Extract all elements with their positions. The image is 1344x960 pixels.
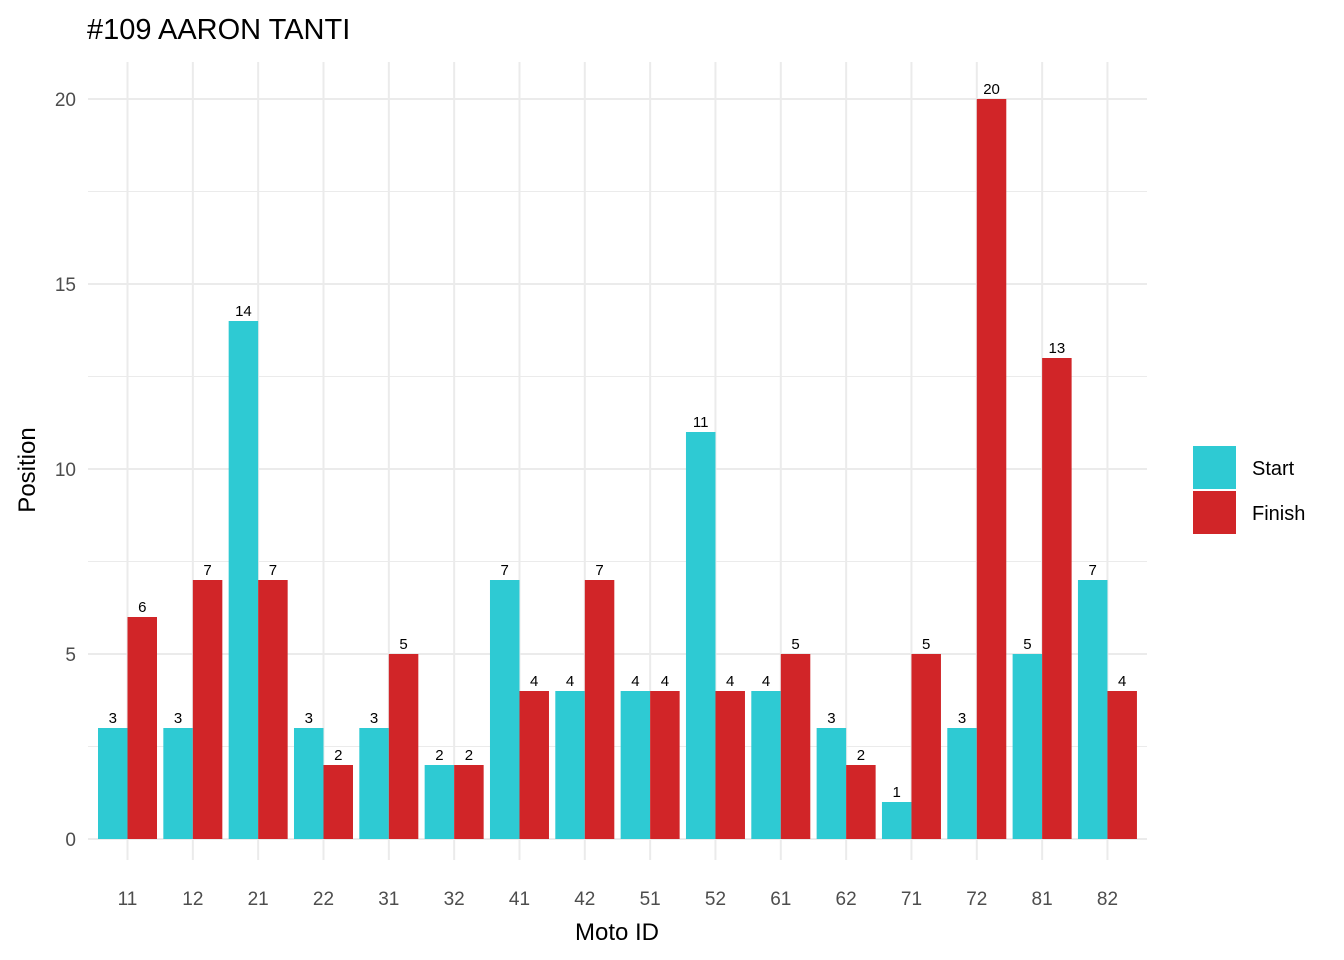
x-tick-label: 11 bbox=[118, 889, 138, 910]
y-tick-label: 10 bbox=[55, 460, 76, 481]
bar-start-61 bbox=[751, 691, 781, 839]
bar-finish-72 bbox=[976, 99, 1007, 839]
bar-finish-32 bbox=[454, 765, 484, 839]
bar-value-label: 4 bbox=[631, 673, 639, 690]
bar-value-label: 5 bbox=[922, 636, 930, 653]
bar-value-label: 5 bbox=[399, 636, 407, 653]
x-tick-label: 71 bbox=[901, 889, 922, 910]
x-tick-label: 31 bbox=[378, 889, 399, 910]
bar-start-82 bbox=[1077, 580, 1108, 839]
x-tick-label: 12 bbox=[182, 889, 203, 910]
legend-label-start: Start bbox=[1252, 458, 1295, 480]
x-tick-label: 61 bbox=[770, 889, 791, 910]
y-tick-label: 0 bbox=[65, 830, 76, 851]
bar-value-label: 14 bbox=[235, 303, 252, 320]
x-tick-label: 62 bbox=[836, 889, 857, 910]
x-tick-label: 41 bbox=[509, 889, 530, 910]
y-axis-title: Position bbox=[14, 427, 41, 512]
x-axis-ticks: 11 12 21 22 31 32 41 42 51 52 61 62 71 72 81 82 bbox=[118, 889, 1118, 910]
bar-finish-71 bbox=[911, 654, 941, 839]
bar-start-12 bbox=[163, 728, 193, 839]
bar-value-label: 3 bbox=[305, 710, 313, 727]
bar-start-52 bbox=[685, 432, 716, 839]
legend-swatch-start bbox=[1193, 446, 1236, 489]
bar-start-22 bbox=[293, 728, 324, 839]
bar-finish-21 bbox=[258, 580, 288, 839]
bar-value-label: 4 bbox=[530, 673, 538, 690]
bars bbox=[98, 99, 1137, 839]
bar-finish-51 bbox=[650, 691, 680, 839]
bar-finish-61 bbox=[780, 654, 811, 839]
bar-value-label: 4 bbox=[762, 673, 770, 690]
x-tick-label: 52 bbox=[705, 889, 726, 910]
bar-finish-31 bbox=[388, 654, 419, 839]
x-axis-title: Moto ID bbox=[575, 919, 659, 946]
bar-value-label: 20 bbox=[983, 81, 1000, 98]
bar-value-label: 2 bbox=[334, 747, 342, 764]
bar-start-11 bbox=[98, 728, 128, 839]
bar-value-label: 7 bbox=[203, 562, 211, 579]
bar-value-label: 4 bbox=[566, 673, 574, 690]
x-tick-label: 22 bbox=[313, 889, 334, 910]
bar-start-71 bbox=[881, 802, 912, 839]
bar-value-label: 4 bbox=[1118, 673, 1126, 690]
bar-value-label: 6 bbox=[138, 599, 146, 616]
bar-value-label: 3 bbox=[958, 710, 966, 727]
x-tick-label: 82 bbox=[1097, 889, 1118, 910]
bar-start-81 bbox=[1012, 654, 1043, 839]
x-tick-label: 42 bbox=[574, 889, 595, 910]
bar-finish-82 bbox=[1107, 691, 1137, 839]
bar-value-label: 3 bbox=[827, 710, 835, 727]
bar-start-62 bbox=[816, 728, 847, 839]
y-tick-label: 5 bbox=[65, 645, 76, 666]
bar-start-21 bbox=[228, 321, 259, 839]
bar-finish-12 bbox=[192, 580, 223, 839]
bar-value-label: 7 bbox=[1089, 562, 1097, 579]
legend: Start Finish bbox=[1193, 446, 1305, 534]
bar-start-51 bbox=[620, 691, 651, 839]
y-axis-ticks: 0 5 10 15 20 bbox=[55, 90, 76, 851]
bar-value-label: 4 bbox=[661, 673, 669, 690]
bar-value-label: 2 bbox=[435, 747, 443, 764]
chart-title: #109 AARON TANTI bbox=[87, 14, 350, 46]
bar-value-label: 11 bbox=[693, 414, 709, 431]
x-tick-label: 81 bbox=[1032, 889, 1053, 910]
bar-value-label: 2 bbox=[465, 747, 473, 764]
y-tick-label: 20 bbox=[55, 90, 76, 111]
bar-value-label: 7 bbox=[269, 562, 277, 579]
bar-value-label: 3 bbox=[109, 710, 117, 727]
bar-value-label: 7 bbox=[501, 562, 509, 579]
bar-value-label: 1 bbox=[893, 784, 901, 801]
bar-value-label: 4 bbox=[726, 673, 734, 690]
bar-finish-42 bbox=[584, 580, 615, 839]
bar-value-label: 3 bbox=[370, 710, 378, 727]
bar-start-72 bbox=[947, 728, 977, 839]
bar-value-label: 2 bbox=[857, 747, 865, 764]
bar-value-label: 5 bbox=[791, 636, 799, 653]
bar-finish-52 bbox=[715, 691, 745, 839]
bar-finish-11 bbox=[127, 617, 157, 839]
y-tick-label: 15 bbox=[55, 275, 76, 296]
bar-start-31 bbox=[359, 728, 389, 839]
x-tick-label: 21 bbox=[248, 889, 269, 910]
bar-finish-22 bbox=[323, 765, 353, 839]
bar-start-41 bbox=[489, 580, 520, 839]
legend-swatch-finish bbox=[1193, 491, 1236, 534]
bar-value-label: 5 bbox=[1023, 636, 1031, 653]
bar-finish-62 bbox=[846, 765, 876, 839]
x-tick-label: 72 bbox=[966, 889, 987, 910]
bar-value-label: 3 bbox=[174, 710, 182, 727]
bar-value-label: 7 bbox=[595, 562, 603, 579]
x-tick-label: 32 bbox=[444, 889, 465, 910]
legend-label-finish: Finish bbox=[1252, 503, 1305, 525]
bar-value-label: 13 bbox=[1049, 340, 1066, 357]
bar-start-32 bbox=[424, 765, 455, 839]
x-tick-label: 51 bbox=[640, 889, 661, 910]
bar-finish-81 bbox=[1042, 358, 1072, 839]
bar-finish-41 bbox=[519, 691, 549, 839]
bar-start-42 bbox=[555, 691, 585, 839]
